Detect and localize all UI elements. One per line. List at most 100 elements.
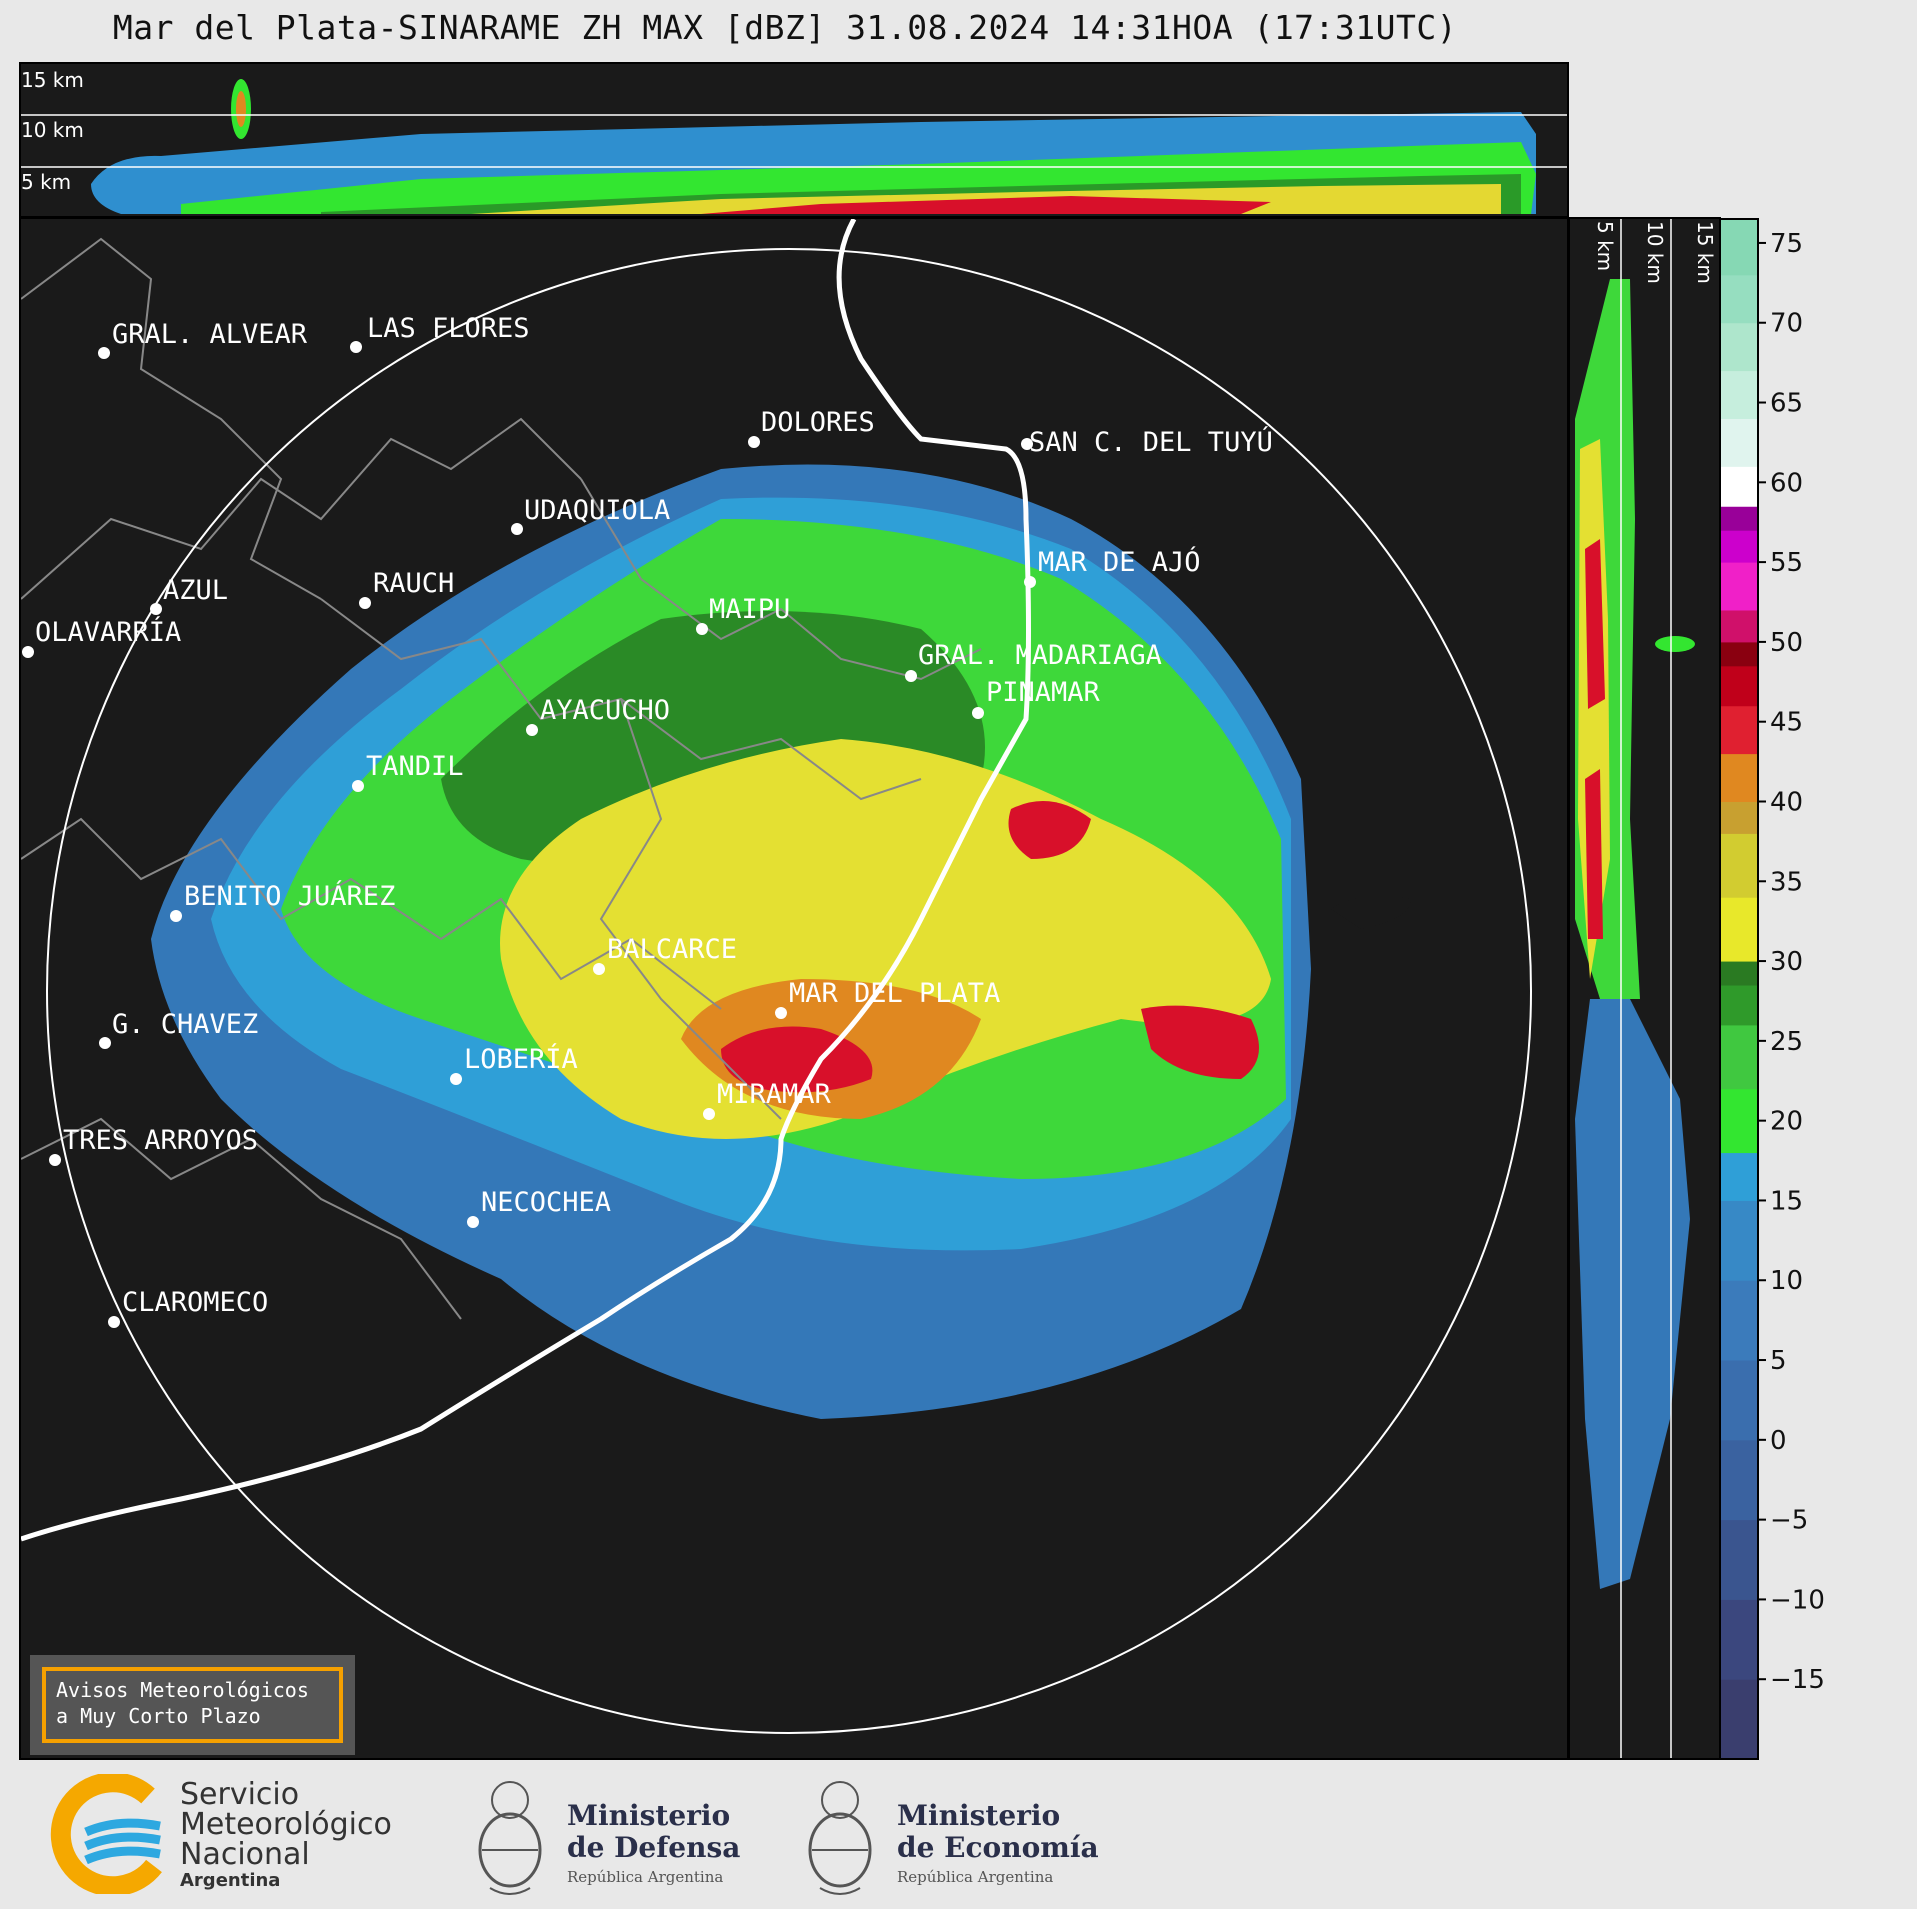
city-label-tandil: TANDIL <box>366 751 464 782</box>
city-marker <box>170 910 182 922</box>
city-label-pinamar: PINAMAR <box>986 677 1101 708</box>
colorbar-band <box>1720 801 1758 834</box>
colorbar-tick-label: 60 <box>1770 468 1803 498</box>
city-marker <box>1021 438 1033 450</box>
colorbar-band <box>1720 274 1758 324</box>
colorbar-band <box>1720 961 1758 986</box>
colorbar-tick-label: 50 <box>1770 628 1803 658</box>
city-label-miramar: MIRAMAR <box>717 1079 832 1110</box>
city-label-san-c-del-tuyu: SAN C. DEL TUYÚ <box>1029 426 1273 458</box>
colorbar-band <box>1720 1519 1758 1600</box>
defensa-line-3: República Argentina <box>567 1868 724 1886</box>
smn-line-4: Argentina <box>180 1870 281 1891</box>
colorbar-tick-label: 70 <box>1770 309 1803 339</box>
city-label-maipu: MAIPU <box>709 594 790 625</box>
colorbar-band <box>1720 705 1758 755</box>
smn-line-2: Meteorológico <box>180 1807 392 1842</box>
boundaries <box>21 237 982 1320</box>
colorbar-band <box>1720 370 1758 419</box>
ministerio-defensa-text: Ministerio de Defensa <box>567 1800 740 1864</box>
colorbar-band <box>1720 1088 1758 1154</box>
colorbar-tick-label: −10 <box>1770 1585 1825 1615</box>
colorbar-band <box>1720 665 1758 707</box>
city-label-g-chavez: G. CHAVEZ <box>112 1009 258 1040</box>
top-echo-red <box>701 196 1271 214</box>
colorbar-tick-label: −5 <box>1770 1506 1808 1536</box>
smn-line-1: Servicio <box>180 1777 300 1812</box>
colorbar-band <box>1720 562 1758 611</box>
colorbar-band <box>1720 1360 1758 1441</box>
city-label-necochea: NECOCHEA <box>481 1187 611 1218</box>
colorbar-band <box>1720 466 1758 507</box>
defensa-line-1: Ministerio <box>567 1799 731 1832</box>
colorbar-band <box>1720 1679 1758 1760</box>
city-label-gral-alvear: GRAL. ALVEAR <box>112 319 308 350</box>
colorbar-tick-label: 55 <box>1770 548 1803 578</box>
colorbar-tick-label: −15 <box>1770 1665 1825 1695</box>
city-label-mar-de-ajo: MAR DE AJÓ <box>1038 546 1201 578</box>
city-marker <box>49 1154 61 1166</box>
city-label-benito-juarez: BENITO JUÁREZ <box>184 880 395 912</box>
colorbar-band <box>1720 219 1758 276</box>
top-alt-label-5km: 5 km <box>21 170 71 194</box>
city-marker <box>775 1007 787 1019</box>
economia-line-3: República Argentina <box>897 1868 1054 1886</box>
city-marker <box>150 603 162 615</box>
city-label-las-flores: LAS FLORES <box>367 313 530 344</box>
city-marker <box>593 963 605 975</box>
city-marker <box>108 1316 120 1328</box>
side-alt-label-10km: 10 km <box>1643 221 1667 284</box>
alert-line-1: Avisos Meteorológicos <box>56 1678 309 1702</box>
top-alt-label-10km: 10 km <box>21 118 84 142</box>
coat-of-arms-economia-icon <box>808 1781 872 1895</box>
city-label-tres-arroyos: TRES ARROYOS <box>63 1125 258 1156</box>
city-label-loberia: LOBERÍA <box>464 1043 578 1075</box>
city-label-udaquiola: UDAQUIOLA <box>524 495 670 526</box>
alert-box[interactable]: Avisos Meteorológicos a Muy Corto Plazo <box>30 1655 355 1755</box>
city-labels: GRAL. ALVEAR LAS FLORES DOLORES SAN C. D… <box>35 313 1273 1318</box>
colorbar-tick-label: 30 <box>1770 947 1803 977</box>
economia-line-1: Ministerio <box>897 1799 1061 1832</box>
range-ring <box>46 248 1532 1734</box>
colorbar-band <box>1720 753 1758 802</box>
radar-map: GRAL. ALVEAR LAS FLORES DOLORES SAN C. D… <box>21 219 1532 1734</box>
colorbar-tick-label: 20 <box>1770 1107 1803 1137</box>
colorbar-band <box>1720 322 1758 372</box>
colorbar-band <box>1720 1200 1758 1281</box>
city-label-rauch: RAUCH <box>373 568 454 599</box>
top-cross-section-panel: 15 km 10 km 5 km <box>19 62 1569 218</box>
city-marker <box>696 623 708 635</box>
echo-red-3 <box>1008 801 1091 859</box>
city-marker <box>703 1108 715 1120</box>
echo-red-2 <box>1141 1005 1259 1079</box>
city-markers <box>22 341 1036 1328</box>
colorbar-tick-label: 65 <box>1770 389 1803 419</box>
side-echo-blue <box>1575 999 1690 1589</box>
colorbar-band <box>1720 897 1758 962</box>
top-echo-cell-core <box>236 91 246 127</box>
city-marker <box>22 646 34 658</box>
colorbar-band <box>1720 641 1758 667</box>
side-alt-label-15km: 15 km <box>1693 221 1717 284</box>
city-label-mar-del-plata: MAR DEL PLATA <box>789 978 1000 1009</box>
colorbar-band <box>1720 609 1758 643</box>
top-alt-label-15km: 15 km <box>21 68 84 92</box>
colorbar-band <box>1720 506 1758 531</box>
top-cross-section <box>21 79 1567 214</box>
city-label-dolores: DOLORES <box>761 407 875 438</box>
alert-line-2: a Muy Corto Plazo <box>56 1704 261 1728</box>
coat-of-arms-defensa-icon <box>478 1781 542 1895</box>
colorbar-tick-label: 45 <box>1770 708 1803 738</box>
colorbar-tick-label: 0 <box>1770 1426 1787 1456</box>
footer: Servicio Meteorológico Nacional Argentin… <box>0 1762 1917 1909</box>
radar-map-panel: GRAL. ALVEAR LAS FLORES DOLORES SAN C. D… <box>19 217 1569 1760</box>
chart-title: Mar del Plata-SINARAME ZH MAX [dBZ] 31.0… <box>112 8 1458 47</box>
city-label-ayacucho: AYACUCHO <box>540 695 670 726</box>
colorbar-band <box>1720 833 1758 898</box>
colorbar-tick-label: 40 <box>1770 787 1803 817</box>
smn-logo-icon <box>50 1774 162 1894</box>
colorbar-tick-label: 75 <box>1770 229 1803 259</box>
colorbar-band <box>1720 1024 1758 1090</box>
alert-box-border: Avisos Meteorológicos a Muy Corto Plazo <box>42 1667 343 1743</box>
